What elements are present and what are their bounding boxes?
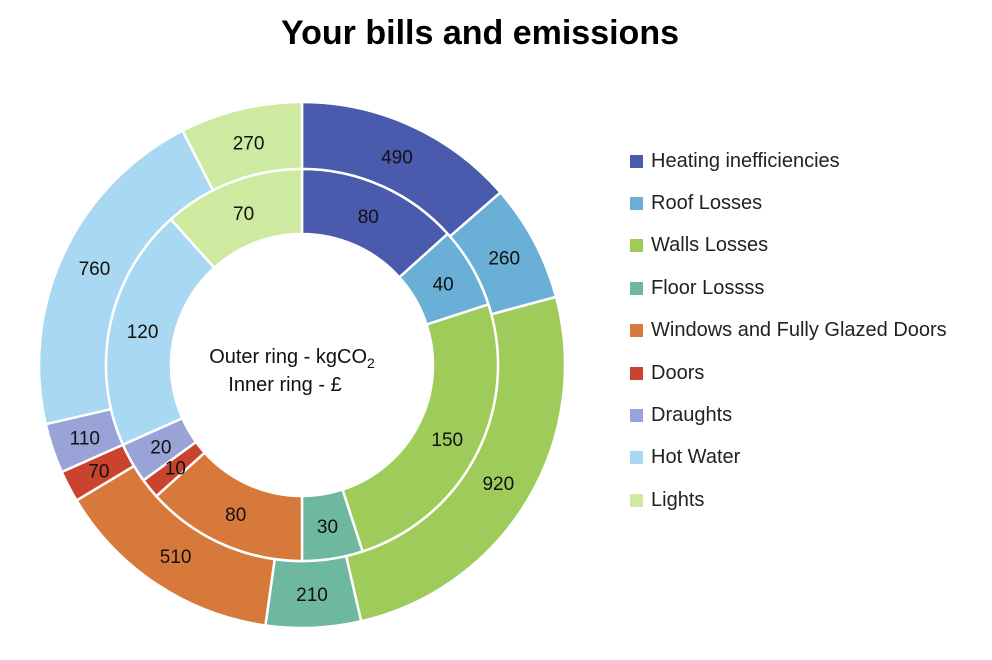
inner-ring-segment-lights [169, 167, 304, 270]
inner-ring-label-windows-and-fully-glazed-doors: 80 [225, 505, 246, 526]
legend-swatch [630, 197, 643, 211]
legend-label: Roof Losses [651, 192, 763, 215]
outer-ring-label-lights: 270 [233, 133, 265, 154]
legend-swatch [630, 239, 643, 253]
legend-item-hot-water: Hot Water [630, 437, 947, 479]
ring-labels: 4902609202105107011076027080401503080102… [70, 133, 520, 605]
center-text-line1-prefix: Outer ring - kgCO [209, 346, 367, 368]
legend-swatch [630, 366, 643, 380]
legend-swatch [630, 154, 643, 168]
outer-ring-label-hot-water: 760 [79, 259, 111, 280]
center-text-line1-sub: 2 [367, 355, 375, 371]
legend-label: Walls Losses [651, 234, 769, 257]
center-text-line2: Inner ring - £ [228, 374, 341, 396]
center-text-line1: Outer ring - kgCO2 [209, 346, 375, 371]
outer-ring [37, 100, 567, 630]
inner-ring-label-walls-losses: 150 [431, 430, 463, 451]
legend-label: Doors [651, 361, 705, 384]
inner-ring-label-roof-losses: 40 [433, 275, 454, 296]
legend-label: Floor Lossss [651, 276, 765, 299]
legend-label: Draughts [651, 404, 733, 427]
legend-swatch [630, 493, 643, 507]
inner-ring [104, 167, 500, 563]
legend-item-windows-and-fully-glazed-doors: Windows and Fully Glazed Doors [630, 310, 947, 352]
legend-swatch [630, 451, 643, 465]
inner-ring-label-hot-water: 120 [127, 322, 159, 343]
inner-ring-label-draughts: 20 [150, 438, 171, 459]
legend-item-draughts: Draughts [630, 394, 947, 436]
legend-label: Lights [651, 488, 705, 511]
legend-swatch [630, 281, 643, 295]
outer-ring-label-walls-losses: 920 [482, 474, 514, 495]
inner-ring-label-heating-inefficiencies: 80 [358, 207, 379, 228]
legend: Heating inefficiencies Roof Losses Walls L… [630, 140, 947, 522]
center-text: Outer ring - kgCO2 Inner ring - £ [209, 346, 375, 396]
legend-item-heating-inefficiencies: Heating inefficiencies [630, 140, 947, 182]
legend-label: Windows and Fully Glazed Doors [651, 319, 947, 342]
legend-label: Heating inefficiencies [651, 149, 840, 172]
legend-swatch [630, 324, 643, 338]
inner-ring-label-lights: 70 [233, 204, 254, 225]
chart-title: Your bills and emissions [280, 14, 680, 52]
outer-ring-label-draughts: 110 [70, 429, 100, 450]
legend-item-doors: Doors [630, 352, 947, 394]
legend-label: Hot Water [651, 446, 741, 469]
outer-ring-label-floor-lossss: 210 [296, 585, 328, 606]
outer-ring-label-doors: 70 [88, 462, 109, 483]
outer-ring-label-windows-and-fully-glazed-doors: 510 [160, 547, 192, 568]
legend-item-lights: Lights [630, 479, 947, 521]
inner-ring-label-floor-lossss: 30 [317, 517, 338, 538]
inner-ring-label-doors: 10 [165, 459, 186, 480]
legend-item-roof-losses: Roof Losses [630, 182, 947, 224]
inner-ring-segment-walls-losses [340, 302, 500, 553]
legend-item-walls-losses: Walls Losses [630, 225, 947, 267]
legend-item-floor-lossss: Floor Lossss [630, 267, 947, 309]
outer-ring-label-roof-losses: 260 [488, 248, 520, 269]
legend-swatch [630, 409, 643, 423]
outer-ring-label-heating-inefficiencies: 490 [381, 148, 413, 169]
